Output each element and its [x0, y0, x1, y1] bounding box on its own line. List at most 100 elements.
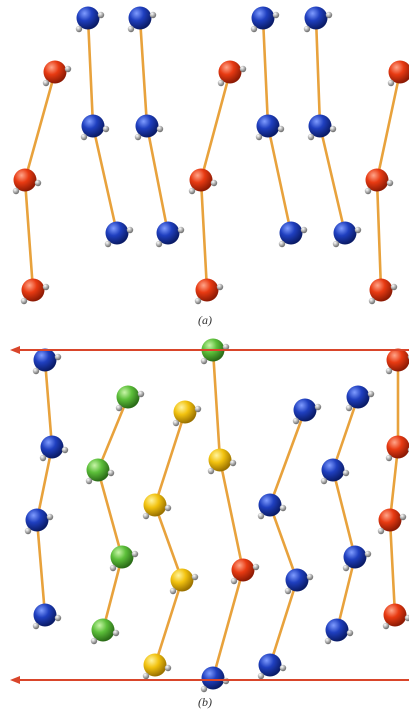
atom: [116, 385, 140, 409]
hydrogen: [24, 527, 32, 535]
bond: [145, 124, 170, 235]
hydrogen: [97, 11, 105, 19]
atom: [383, 603, 407, 627]
atom: [333, 221, 357, 245]
atom: [369, 278, 393, 302]
bond: [91, 124, 119, 235]
atom: [346, 385, 370, 409]
hydrogen: [54, 614, 62, 622]
bond: [211, 568, 245, 680]
hydrogen: [216, 283, 224, 291]
bond: [86, 16, 95, 128]
hydrogen: [385, 367, 393, 375]
atom: [128, 6, 152, 30]
bond: [211, 348, 222, 462]
hydrogen: [314, 403, 322, 411]
arrowhead: [10, 676, 20, 684]
bond: [314, 16, 322, 128]
hydrogen: [131, 550, 139, 558]
hydrogen: [252, 563, 260, 571]
atom: [325, 618, 349, 642]
hydrogen: [222, 343, 230, 351]
hydrogen: [115, 404, 123, 412]
hydrogen: [90, 637, 98, 645]
bond: [138, 16, 149, 128]
atom: [110, 545, 134, 569]
hydrogen: [377, 527, 385, 535]
arrowhead: [10, 346, 20, 354]
hydrogen: [292, 417, 300, 425]
bond: [266, 124, 293, 235]
atom: [321, 458, 345, 482]
atom: [251, 6, 275, 30]
atom: [81, 114, 105, 138]
atom: [43, 60, 67, 84]
hydrogen: [172, 419, 180, 427]
hydrogen: [324, 637, 332, 645]
hydrogen: [390, 283, 398, 291]
atom: [170, 568, 194, 592]
hydrogen: [39, 454, 47, 462]
hydrogen: [346, 629, 354, 637]
hydrogen: [342, 469, 350, 477]
atom: [13, 168, 37, 192]
hydrogen: [325, 11, 333, 19]
hydrogen: [102, 125, 110, 133]
bond: [268, 578, 299, 667]
hydrogen: [207, 467, 215, 475]
hydrogen: [300, 226, 308, 234]
hydrogen: [367, 390, 375, 398]
hydrogen: [200, 357, 208, 365]
hydrogen: [12, 187, 20, 195]
hydrogen: [272, 11, 280, 19]
hydrogen: [80, 133, 88, 141]
atom: [86, 458, 110, 482]
hydrogen: [200, 685, 208, 693]
hydrogen: [64, 65, 72, 73]
hydrogen: [194, 297, 202, 305]
bond: [375, 178, 383, 292]
atom: [105, 221, 129, 245]
atom: [256, 114, 280, 138]
bond: [96, 395, 130, 472]
atom: [304, 6, 328, 30]
hydrogen: [194, 405, 202, 413]
hydrogen: [142, 672, 150, 680]
bond: [218, 458, 245, 572]
hydrogen: [217, 79, 225, 87]
bond: [388, 445, 400, 522]
bond: [199, 178, 209, 292]
hydrogen: [320, 477, 328, 485]
hydrogen: [342, 564, 350, 572]
hydrogen: [42, 79, 50, 87]
hydrogen: [169, 587, 177, 595]
hydrogen: [32, 622, 40, 630]
atom: [195, 278, 219, 302]
hydrogen: [191, 573, 199, 581]
hydrogen: [177, 226, 185, 234]
hydrogen: [239, 65, 247, 73]
panel-label: (b): [198, 695, 212, 709]
hydrogen: [303, 25, 311, 33]
atom: [231, 558, 255, 582]
hydrogen: [164, 664, 172, 672]
atom: [91, 618, 115, 642]
hydrogen: [279, 664, 287, 672]
bond: [153, 503, 184, 582]
hydrogen: [279, 504, 287, 512]
hydrogen: [20, 297, 28, 305]
hydrogen: [54, 353, 62, 361]
hydrogen: [156, 125, 164, 133]
bond: [335, 555, 357, 632]
hydrogen: [404, 614, 409, 622]
atom: [285, 568, 309, 592]
atom: [25, 508, 49, 532]
atom: [143, 493, 167, 517]
hydrogen: [164, 504, 172, 512]
cell-edges: [10, 346, 409, 684]
atom: [33, 348, 57, 372]
bonds: [23, 16, 402, 680]
atom: [365, 168, 389, 192]
hydrogen: [188, 187, 196, 195]
atom: [33, 603, 57, 627]
